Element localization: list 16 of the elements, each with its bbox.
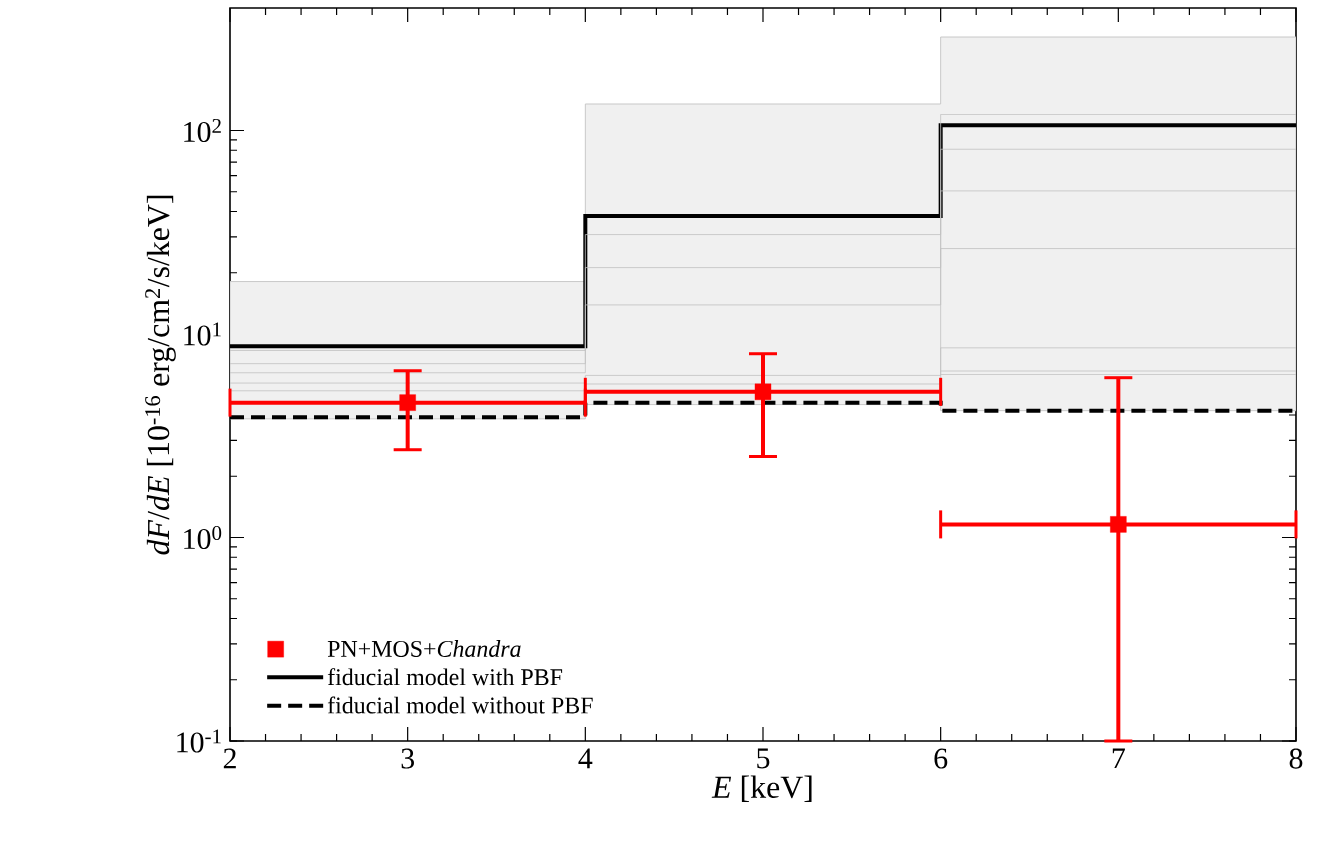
y-tick-label: 10$^{0}$ — [184, 525, 222, 550]
x-tick-label: 7 — [1112, 748, 1125, 769]
legend-label: PN+MOS+Chandra — [327, 640, 521, 657]
legend-label: fiducial model without PBF — [327, 696, 593, 714]
x-axis-title: E [keV] — [711, 775, 812, 802]
y-tick-label: 10$^{2}$ — [184, 118, 221, 143]
y-tick-label: 10$^{1}$ — [184, 322, 221, 346]
x-tick-label: 5 — [757, 748, 770, 769]
x-tick-label: 2 — [223, 748, 236, 769]
y-tick-label: 10$^{-1}$ — [177, 729, 221, 753]
x-tick-label: 4 — [578, 748, 593, 769]
legend-label: fiducial model with PBF — [327, 668, 563, 686]
x-tick-label: 6 — [934, 748, 948, 769]
y-axis-title: dF/dE [10$^{-16}$ erg/cm$^{2}$/s/keV] — [145, 195, 176, 555]
x-tick-label: 3 — [401, 748, 414, 769]
x-tick-label: 8 — [1289, 748, 1303, 769]
